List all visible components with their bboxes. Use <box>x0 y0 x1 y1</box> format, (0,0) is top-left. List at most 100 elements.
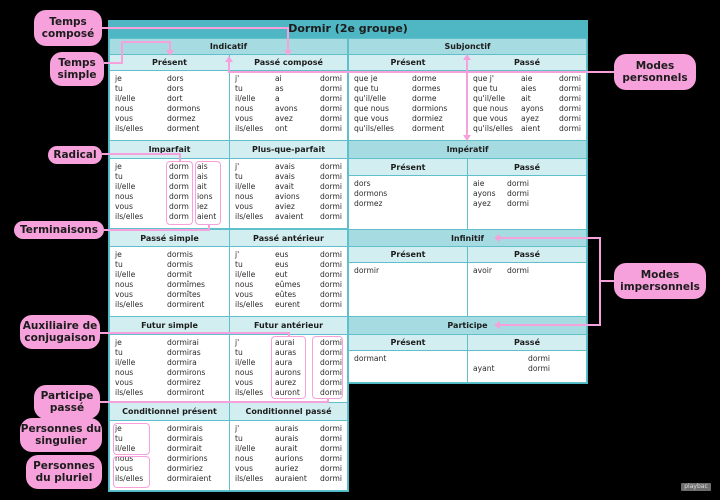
tense-header-imp-present: Présent <box>348 158 468 176</box>
conjugation-row: ils/elles dormiraient <box>115 474 224 484</box>
form-2: ions <box>197 192 213 201</box>
form: dormons <box>167 104 201 113</box>
conjugation-row: je dormirais <box>115 424 224 434</box>
pronoun: qu'il/elle <box>354 94 387 103</box>
conjugation-row: dormons <box>354 189 462 199</box>
tense-header-inf-present: Présent <box>348 246 468 263</box>
tense-label: Présent <box>152 58 187 67</box>
conjugation-row: dormez <box>354 199 462 209</box>
conjugation-row: il/elle eut dormi <box>235 270 342 280</box>
publisher-logo: playbac <box>681 483 711 491</box>
form-2: dormi <box>320 388 342 397</box>
form: dormirai <box>167 338 199 347</box>
form: avaient <box>275 212 304 221</box>
annotation-label: Auxiliaire de conjugaison <box>22 320 98 344</box>
form: avait <box>275 182 294 191</box>
pronoun: que tu <box>354 84 379 93</box>
conjugation-row: j' ai dormi <box>235 74 342 84</box>
pronoun: je <box>115 74 122 83</box>
form: dorm <box>169 172 189 181</box>
form-2: ais <box>197 172 208 181</box>
tense-header-inf-passe: Passé <box>467 246 587 263</box>
pronoun: nous <box>235 454 254 463</box>
annotation-modes-impersonnels: Modes impersonnels <box>614 263 706 299</box>
cell-passe-compose: j' ai dormi tu as dormi il/elle a dormi nous avons… <box>229 70 348 141</box>
form-2: dormi <box>559 84 581 93</box>
form-2: dormi <box>320 104 342 113</box>
conjugation-row: j' aurai dormi <box>235 338 342 348</box>
form-2: dormi <box>559 104 581 113</box>
mode-subjonctif: Subjonctif <box>348 38 587 55</box>
pronoun: tu <box>235 348 243 357</box>
pronoun: tu <box>235 84 243 93</box>
conjugation-row: il/elle dormit <box>115 270 224 280</box>
conjugation-row: vous dormîtes <box>115 290 224 300</box>
conjugation-row: que tu dormes <box>354 84 462 94</box>
annotation-auxiliaire: Auxiliaire de conjugaison <box>20 315 100 349</box>
connector-line <box>287 27 289 51</box>
conjugation-row: tu dormirais <box>115 434 224 444</box>
cell-passe-anterieur: j' eus dormi tu eus dormi il/elle eut dormi nous e… <box>229 246 348 317</box>
tense-label: Futur antérieur <box>253 321 324 330</box>
arrow-left-icon <box>494 321 500 329</box>
connector-line <box>104 229 210 231</box>
conjugation-row: nous avions dormi <box>235 192 342 202</box>
annotation-personnes-singulier: Personnes du singulier <box>20 418 102 452</box>
annotation-terminaisons: Terminaisons <box>14 221 104 239</box>
tense-label: Imparfait <box>148 145 191 154</box>
tense-label: Présent <box>390 250 426 259</box>
form-2: dormi <box>320 424 342 433</box>
form: ai <box>275 74 282 83</box>
pronoun: j' <box>235 424 240 433</box>
tense-label: Conditionnel présent <box>122 407 217 416</box>
form: aurais <box>275 434 299 443</box>
tense-header-passe-compose: Passé composé <box>229 54 348 71</box>
connector-line <box>500 237 601 239</box>
annotation-modes-personnels: Modes personnels <box>614 54 696 90</box>
form-2: dormi <box>320 378 342 387</box>
form-2: dormi <box>320 338 342 347</box>
form: ayez <box>521 114 539 123</box>
conjugation-row: nous eûmes dormi <box>235 280 342 290</box>
pronoun: il/elle <box>115 444 136 453</box>
conjugation-row: que nous ayons dormi <box>473 104 581 114</box>
conjugation-row: il/elle dormira <box>115 358 224 368</box>
form: aurons <box>275 368 301 377</box>
connector-line <box>100 401 328 403</box>
annotation-temps-compose: Temps composé <box>34 10 102 46</box>
conjugation-row: vous aurez dormi <box>235 378 342 388</box>
pronoun: nous <box>235 104 254 113</box>
conjugation-row: nous aurions dormi <box>235 454 342 464</box>
form-2: dormi <box>320 124 342 133</box>
tense-label: Passé <box>514 338 540 347</box>
form-2: dormi <box>320 172 342 181</box>
tense-header-subj-present: Présent <box>348 54 468 71</box>
pronoun: vous <box>235 464 253 473</box>
form: dormiras <box>167 348 201 357</box>
form: auras <box>275 348 297 357</box>
conjugation-row: ils/elles eurent dormi <box>235 300 342 310</box>
pronoun: je <box>115 338 122 347</box>
pronoun: il/elle <box>115 358 136 367</box>
conjugation-row: vous dormiriez <box>115 464 224 474</box>
conjugation-row: qu'ils/elles aient dormi <box>473 124 581 134</box>
mode-label: Participe <box>447 321 488 330</box>
annotation-radical: Radical <box>48 146 102 164</box>
form: dormîtes <box>167 290 201 299</box>
cell-present: je dors tu dors il/elle dort nous dormons vous do… <box>109 70 230 141</box>
conjugation-row: vous auriez dormi <box>235 464 342 474</box>
form: dors <box>354 179 371 188</box>
pronoun: nous <box>235 280 254 289</box>
form-2: iez <box>197 202 208 211</box>
form: avons <box>275 104 298 113</box>
cell-imp-passe: aie dormi ayons dormi ayez dormi <box>467 175 587 230</box>
form-2: dormi <box>320 434 342 443</box>
pronoun: tu <box>115 434 123 443</box>
connector-line <box>208 224 210 231</box>
pronoun: tu <box>115 260 123 269</box>
pronoun: il/elle <box>115 270 136 279</box>
form: dorment <box>412 124 445 133</box>
past-participle-compound: dormi <box>528 364 550 373</box>
tense-header-present: Présent <box>109 54 230 71</box>
conjugation-row: nous dormîmes <box>115 280 224 290</box>
